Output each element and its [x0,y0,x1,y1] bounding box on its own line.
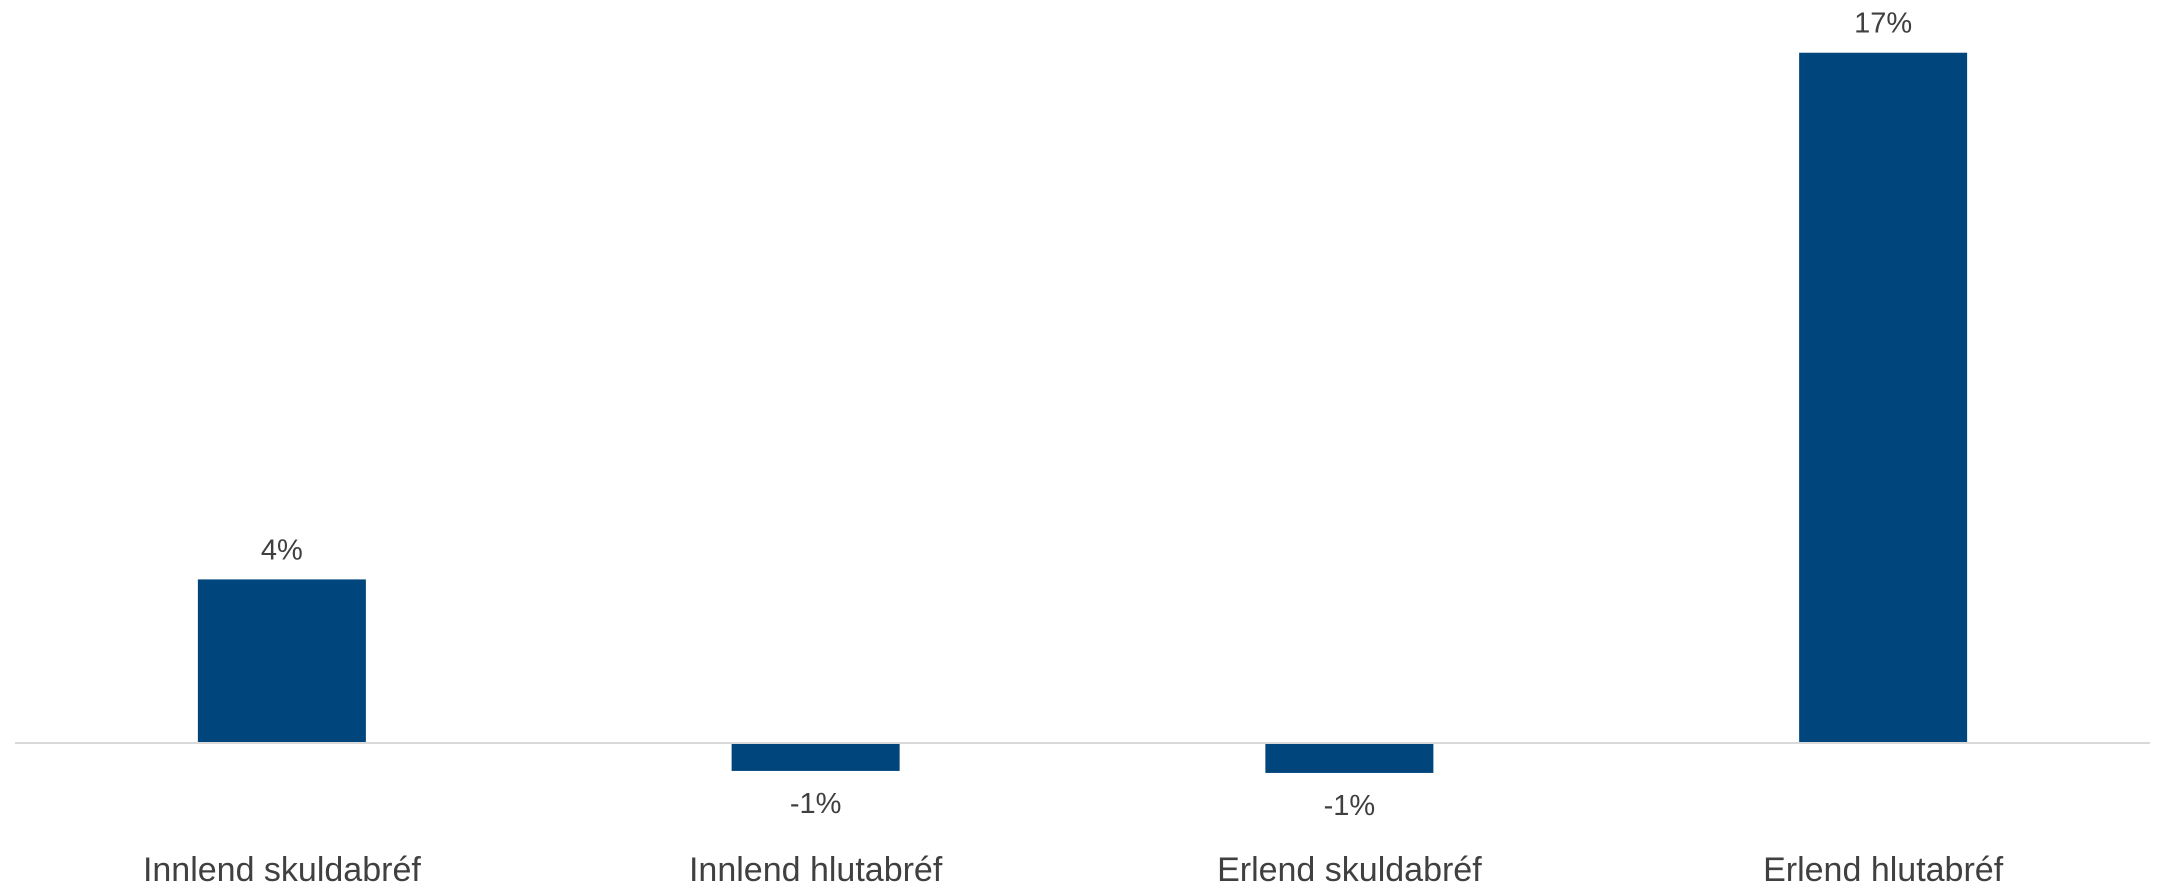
category-label-1: Innlend skuldabréf [143,851,421,889]
bar-4 [1799,52,1968,744]
data-label-1: 4% [261,534,303,566]
data-label-2: -1% [790,788,842,820]
data-label-3: -1% [1324,790,1376,822]
category-labels-group: Innlend skuldabréf Innlend hlutabréf Erlen… [143,851,2004,889]
value-labels-group: 4% -1% -1% 17% [261,8,1912,822]
bar-3 [1265,743,1434,773]
category-label-3: Erlend skuldabréf [1217,851,1482,889]
bar-1 [197,579,366,743]
bars-group [197,52,1968,773]
category-label-4: Erlend hlutabréf [1763,851,2004,889]
data-label-4: 17% [1854,8,1912,40]
category-label-2: Innlend hlutabréf [689,851,943,889]
bar-2 [731,743,900,771]
